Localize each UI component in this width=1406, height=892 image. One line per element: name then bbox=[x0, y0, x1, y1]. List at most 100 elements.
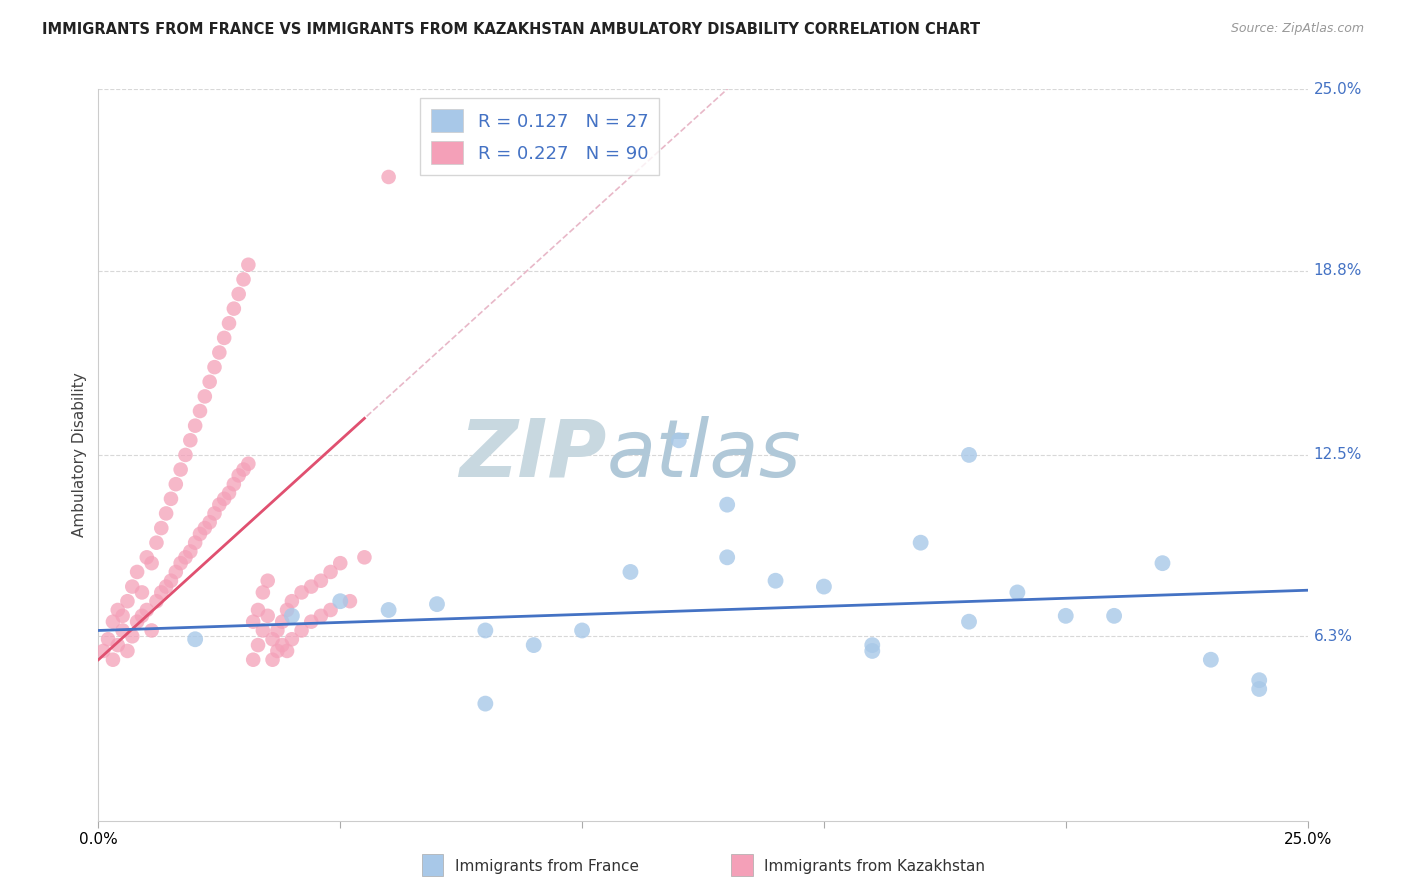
Point bbox=[242, 653, 264, 667]
Point bbox=[1054, 608, 1077, 623]
Point bbox=[228, 468, 250, 483]
Point bbox=[271, 638, 294, 652]
Point bbox=[910, 535, 932, 549]
Point bbox=[813, 580, 835, 594]
Point bbox=[91, 644, 114, 658]
Point bbox=[184, 535, 207, 549]
Point bbox=[222, 301, 245, 316]
Point bbox=[160, 574, 183, 588]
Point bbox=[262, 632, 284, 647]
Point bbox=[319, 565, 342, 579]
Point bbox=[107, 638, 129, 652]
Point bbox=[198, 375, 221, 389]
Y-axis label: Ambulatory Disability: Ambulatory Disability bbox=[72, 373, 87, 537]
Point bbox=[101, 615, 124, 629]
Point bbox=[141, 624, 163, 638]
Text: ZIP: ZIP bbox=[458, 416, 606, 494]
Point bbox=[165, 477, 187, 491]
Legend: R = 0.127   N = 27, R = 0.227   N = 90: R = 0.127 N = 27, R = 0.227 N = 90 bbox=[420, 98, 659, 176]
Point bbox=[179, 544, 201, 558]
Point bbox=[188, 404, 211, 418]
Point bbox=[860, 638, 883, 652]
Point bbox=[145, 535, 167, 549]
Point bbox=[135, 550, 157, 565]
Point bbox=[218, 316, 240, 330]
Point bbox=[169, 556, 191, 570]
Point bbox=[353, 550, 375, 565]
Text: 12.5%: 12.5% bbox=[1313, 448, 1362, 462]
Point bbox=[97, 632, 120, 647]
Point bbox=[155, 507, 177, 521]
Point bbox=[127, 565, 149, 579]
Text: Immigrants from France: Immigrants from France bbox=[454, 859, 638, 873]
Point bbox=[165, 565, 187, 579]
Point bbox=[256, 574, 278, 588]
Point bbox=[101, 653, 124, 667]
Point bbox=[204, 507, 226, 521]
Point bbox=[238, 457, 260, 471]
Point bbox=[222, 477, 245, 491]
Point bbox=[256, 608, 278, 623]
Point bbox=[266, 624, 288, 638]
Point bbox=[127, 615, 149, 629]
Point bbox=[111, 608, 134, 623]
Point bbox=[145, 594, 167, 608]
Point bbox=[1249, 673, 1271, 688]
Point bbox=[571, 624, 593, 638]
Point bbox=[319, 603, 342, 617]
Point bbox=[290, 585, 312, 599]
Text: 6.3%: 6.3% bbox=[1313, 629, 1353, 644]
Point bbox=[232, 272, 254, 286]
Point bbox=[329, 594, 352, 608]
Point bbox=[377, 603, 399, 617]
Point bbox=[150, 585, 173, 599]
Point bbox=[188, 527, 211, 541]
Point bbox=[155, 580, 177, 594]
Point bbox=[238, 258, 260, 272]
Point bbox=[212, 491, 235, 506]
Point bbox=[131, 585, 153, 599]
Point bbox=[174, 448, 197, 462]
Point bbox=[262, 653, 284, 667]
Text: atlas: atlas bbox=[606, 416, 801, 494]
Point bbox=[141, 556, 163, 570]
Point bbox=[290, 624, 312, 638]
Point bbox=[276, 603, 298, 617]
Point bbox=[228, 287, 250, 301]
Point bbox=[474, 697, 496, 711]
Point bbox=[281, 608, 304, 623]
Point bbox=[179, 434, 201, 448]
Point bbox=[860, 644, 883, 658]
Point bbox=[426, 597, 449, 611]
Text: Immigrants from Kazakhstan: Immigrants from Kazakhstan bbox=[763, 859, 986, 873]
Point bbox=[218, 486, 240, 500]
Text: IMMIGRANTS FROM FRANCE VS IMMIGRANTS FROM KAZAKHSTAN AMBULATORY DISABILITY CORRE: IMMIGRANTS FROM FRANCE VS IMMIGRANTS FRO… bbox=[42, 22, 980, 37]
Point bbox=[252, 624, 274, 638]
Point bbox=[1007, 585, 1029, 599]
Point bbox=[474, 624, 496, 638]
Point bbox=[1249, 681, 1271, 696]
Point bbox=[252, 585, 274, 599]
Point bbox=[194, 389, 217, 403]
Point bbox=[194, 521, 217, 535]
Point bbox=[208, 345, 231, 359]
Point bbox=[184, 418, 207, 433]
Point bbox=[204, 360, 226, 375]
Point bbox=[957, 448, 980, 462]
Point bbox=[281, 594, 304, 608]
Point bbox=[266, 644, 288, 658]
Point bbox=[1152, 556, 1174, 570]
Point bbox=[198, 515, 221, 529]
Point bbox=[232, 462, 254, 476]
Point bbox=[299, 615, 322, 629]
Point bbox=[1102, 608, 1125, 623]
Point bbox=[121, 580, 143, 594]
Point bbox=[117, 644, 139, 658]
Point bbox=[309, 574, 332, 588]
Point bbox=[276, 644, 298, 658]
Point bbox=[765, 574, 787, 588]
Point bbox=[339, 594, 361, 608]
Point bbox=[716, 498, 738, 512]
Point bbox=[131, 608, 153, 623]
Point bbox=[212, 331, 235, 345]
